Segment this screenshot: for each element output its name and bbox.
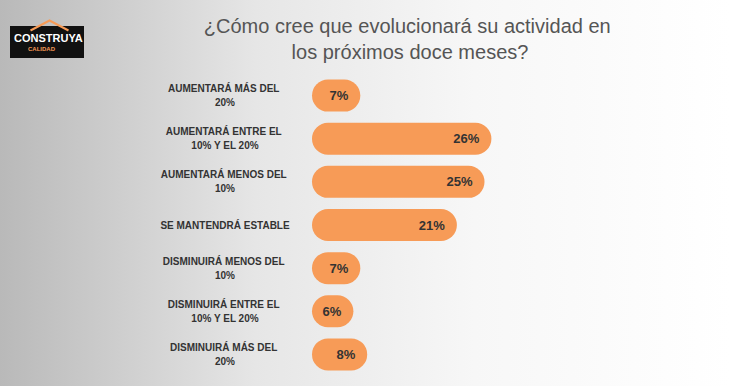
svg-text:SE MANTENDRÁ ESTABLE: SE MANTENDRÁ ESTABLE [160, 219, 290, 231]
svg-text:7%: 7% [330, 88, 349, 103]
svg-text:25%: 25% [446, 174, 472, 189]
svg-text:AUMENTARÁ ENTRE EL: AUMENTARÁ ENTRE EL [166, 125, 285, 137]
svg-text:los próximos doce meses?: los próximos doce meses? [292, 41, 529, 63]
svg-text:6%: 6% [323, 304, 342, 319]
svg-text:10% Y EL 20%: 10% Y EL 20% [191, 313, 258, 324]
svg-text:20%: 20% [215, 356, 235, 367]
svg-text:DISMINUIRÁ MENOS DEL: DISMINUIRÁ MENOS DEL [163, 255, 287, 267]
svg-text:10% Y EL 20%: 10% Y EL 20% [191, 140, 258, 151]
svg-text:10%: 10% [215, 183, 235, 194]
svg-text:AUMENTARÁ MÁS DEL: AUMENTARÁ MÁS DEL [168, 82, 282, 94]
svg-text:AUMENTARÁ MENOS DEL: AUMENTARÁ MENOS DEL [161, 168, 290, 180]
svg-text:7%: 7% [330, 261, 349, 276]
svg-text:¿Cómo cree que evolucionará su: ¿Cómo cree que evolucionará su actividad… [204, 15, 616, 37]
svg-text:CALIDAD: CALIDAD [28, 46, 56, 52]
svg-text:8%: 8% [336, 347, 355, 362]
svg-text:CONSTRUYA: CONSTRUYA [14, 32, 83, 44]
svg-text:20%: 20% [215, 97, 235, 108]
svg-text:DISMINUIRÁ ENTRE EL: DISMINUIRÁ ENTRE EL [168, 298, 282, 310]
svg-text:DISMINUIRÁ MÁS DEL: DISMINUIRÁ MÁS DEL [170, 341, 280, 353]
svg-text:10%: 10% [215, 270, 235, 281]
svg-text:26%: 26% [453, 131, 479, 146]
svg-text:21%: 21% [419, 218, 445, 233]
